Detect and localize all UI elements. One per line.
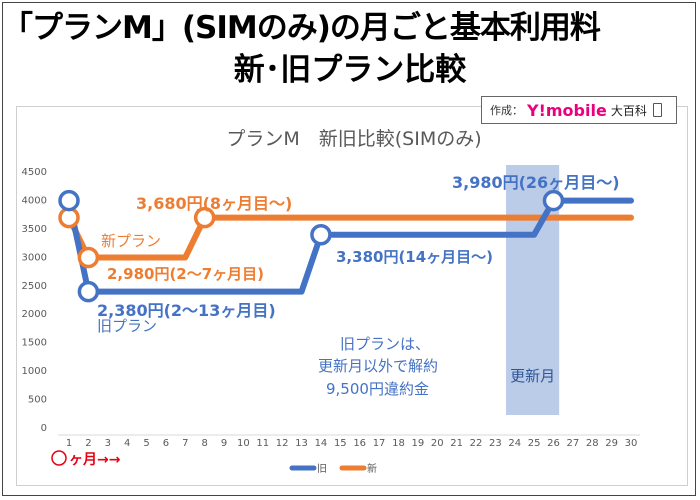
x-tick-label: 2 bbox=[85, 438, 91, 449]
data-point-marker-old bbox=[542, 189, 565, 212]
legend-label: 新 bbox=[367, 462, 377, 475]
brand-logo: Y!mobile bbox=[527, 100, 607, 120]
data-point-marker-old bbox=[77, 280, 100, 303]
x-tick-label: 9 bbox=[221, 438, 227, 449]
x-tick-label: 4 bbox=[124, 438, 130, 449]
x-tick-label: 19 bbox=[411, 438, 424, 449]
x-tick-label: 3 bbox=[105, 438, 111, 449]
x-tick-label: 13 bbox=[295, 438, 308, 449]
data-point-marker-new bbox=[193, 206, 216, 229]
x-tick-label: 25 bbox=[528, 438, 541, 449]
annotation-label: 新プラン bbox=[101, 232, 161, 250]
x-axis-label: ヶ月→→ bbox=[69, 452, 121, 468]
x-tick-label: 21 bbox=[450, 438, 463, 449]
y-tick-label: 0 bbox=[41, 423, 47, 434]
y-tick-label: 500 bbox=[28, 395, 47, 406]
annotation-label: 2,380円(2〜13ヶ月目) bbox=[97, 301, 276, 320]
page-frame bbox=[2, 2, 696, 496]
y-tick-label: 1000 bbox=[22, 366, 47, 377]
legend-label: 旧 bbox=[317, 463, 327, 475]
x-tick-label: 12 bbox=[276, 438, 289, 449]
renewal-band-label: 更新月 bbox=[510, 367, 555, 385]
data-point-marker-old bbox=[58, 189, 80, 212]
y-tick-label: 3500 bbox=[22, 224, 47, 235]
annotation-label: 3,680円(8ヶ月目〜) bbox=[136, 194, 292, 213]
x-tick-label: 10 bbox=[237, 438, 250, 449]
y-tick-label: 4000 bbox=[22, 195, 47, 206]
x-tick-label: 26 bbox=[547, 438, 560, 449]
data-point-marker-new bbox=[58, 206, 80, 229]
y-tick-label: 3000 bbox=[22, 252, 47, 263]
x-tick-label: 30 bbox=[625, 438, 638, 449]
data-point-marker-new bbox=[77, 246, 100, 269]
x-tick-label: 18 bbox=[392, 438, 405, 449]
chart-title: プランM 新旧比較(SIMのみ) bbox=[226, 128, 481, 150]
x-tick-label: 27 bbox=[566, 438, 579, 449]
series-line-new bbox=[66, 214, 634, 261]
x-tick-label: 15 bbox=[334, 438, 347, 449]
x-tick-label: 20 bbox=[431, 438, 444, 449]
source-badge[interactable]: 作成： Y!mobile 大百科 bbox=[481, 96, 677, 124]
page-title-line2: 新･旧プラン比較 bbox=[233, 52, 467, 88]
x-tick-label: 6 bbox=[163, 438, 169, 449]
annotation-label: 旧プランは、 bbox=[340, 335, 430, 353]
y-tick-label: 2000 bbox=[22, 309, 47, 320]
data-point-marker-old bbox=[310, 223, 332, 246]
x-tick-label: 8 bbox=[201, 438, 207, 449]
month-circle-icon bbox=[51, 450, 67, 466]
x-tick-label: 7 bbox=[182, 438, 188, 449]
x-tick-label: 1 bbox=[66, 438, 72, 449]
page-title-line1: 「プランM」(SIMのみ)の月ごと基本利用料 bbox=[2, 10, 601, 46]
badge-suffix: 大百科 bbox=[610, 103, 647, 118]
annotation-label: 3,380円(14ヶ月目〜) bbox=[336, 248, 493, 266]
x-tick-label: 5 bbox=[143, 438, 149, 449]
x-tick-label: 23 bbox=[489, 438, 502, 449]
badge-label: 作成： bbox=[490, 104, 523, 117]
phone-icon bbox=[652, 103, 662, 117]
y-tick-label: 2500 bbox=[22, 281, 47, 292]
y-tick-label: 1500 bbox=[22, 338, 47, 349]
x-tick-label: 14 bbox=[315, 438, 328, 449]
x-tick-label: 29 bbox=[605, 438, 618, 449]
series-line-old bbox=[66, 197, 634, 295]
annotation-label: 更新月以外で解約 bbox=[318, 357, 438, 375]
x-tick-label: 22 bbox=[470, 438, 483, 449]
y-tick-label: 4500 bbox=[22, 167, 47, 178]
annotation-label: 3,980円(26ヶ月目〜) bbox=[452, 173, 620, 192]
annotation-label: 9,500円違約金 bbox=[326, 380, 429, 398]
annotation-label: 2,980円(2〜7ヶ月目) bbox=[107, 265, 264, 283]
x-tick-label: 24 bbox=[508, 438, 521, 449]
x-tick-label: 16 bbox=[353, 438, 366, 449]
x-tick-label: 11 bbox=[256, 438, 269, 449]
chart-area bbox=[16, 106, 688, 486]
annotation-label: 旧プラン bbox=[97, 317, 157, 335]
x-tick-label: 17 bbox=[373, 438, 386, 449]
x-tick-label: 28 bbox=[586, 438, 599, 449]
